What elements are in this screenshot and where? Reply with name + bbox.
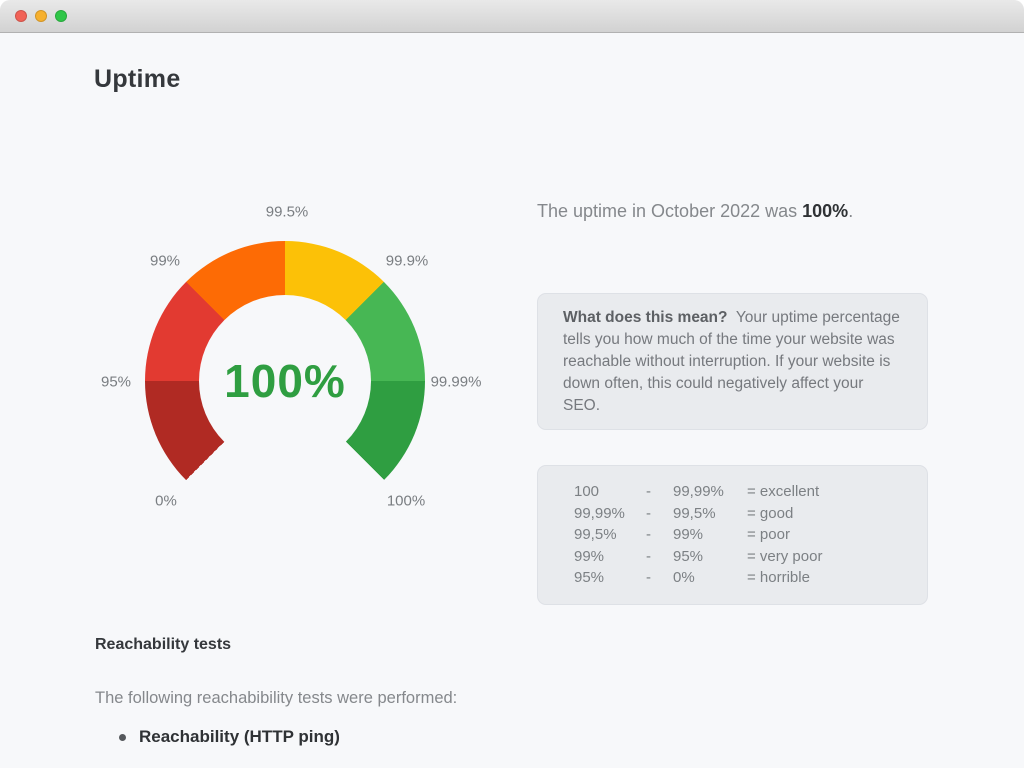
gauge-tick-label-95: 95% (100, 373, 132, 391)
uptime-summary-sentence: The uptime in October 2022 was 100%. (537, 199, 937, 223)
gauge-tick-label-99-5: 99.5% (265, 203, 309, 221)
gauge-center-value: 100% (224, 355, 346, 407)
explanation-body: Your uptime percentage tells you how muc… (563, 309, 900, 414)
explanation-title: What does this mean? (563, 309, 728, 326)
rating-label: = poor (747, 526, 790, 544)
rating-to: 0% (673, 569, 695, 587)
report-page: Uptime 100% 0% 95% 99% 99.5% 99.9% 99.99… (0, 33, 1024, 767)
close-button[interactable] (15, 10, 27, 22)
gauge-tick-label-99: 99% (149, 252, 181, 270)
explanation-panel: What does this mean? Your uptime percent… (537, 293, 928, 430)
rating-sep: - (646, 547, 651, 565)
gauge-hole (199, 295, 371, 467)
gauge-donut (145, 241, 425, 521)
zoom-button[interactable] (55, 10, 67, 22)
rating-from: 99,5% (574, 526, 617, 544)
rating-label: = good (747, 504, 794, 522)
minimize-button[interactable] (35, 10, 47, 22)
bullet-icon (119, 733, 126, 741)
rating-scale-table: 100 - 99,99% = excellent 99,99% - 99,5% … (574, 481, 909, 589)
rating-label: = very poor (747, 547, 823, 565)
window-titlebar (0, 0, 1024, 33)
rating-scale-panel: 100 - 99,99% = excellent 99,99% - 99,5% … (537, 465, 928, 605)
reachability-intro: The following reachabibility tests were … (95, 689, 458, 707)
reachability-heading: Reachability tests (95, 636, 232, 653)
rating-sep: - (646, 569, 651, 587)
rating-to: 99% (673, 526, 704, 544)
rating-sep: - (646, 504, 651, 522)
reachability-test-name: Reachability (HTTP ping) (139, 727, 340, 746)
rating-sep: - (646, 526, 651, 544)
reachability-list-item: Reachability (HTTP ping) (119, 727, 340, 747)
page-title: Uptime (94, 65, 181, 93)
gauge-tick-label-100: 100% (386, 492, 426, 510)
summary-value: 100% (802, 201, 849, 221)
summary-prefix: The uptime in October 2022 was (537, 201, 803, 221)
gauge-tick-label-0: 0% (155, 492, 177, 510)
rating-from: 95% (574, 569, 605, 587)
rating-from: 99,99% (574, 504, 625, 522)
rating-to: 99,99% (673, 483, 724, 500)
gauge-tick-label-99-9: 99.9% (385, 252, 429, 270)
rating-to: 99,5% (673, 504, 716, 522)
rating-from: 100 (574, 483, 600, 500)
rating-sep: - (646, 483, 651, 500)
rating-label: = excellent (747, 483, 820, 500)
gauge-tick-label-99-99: 99.99% (430, 373, 482, 391)
summary-suffix: . (848, 201, 854, 221)
rating-from: 99% (574, 547, 605, 565)
rating-to: 95% (673, 547, 704, 565)
rating-label: = horrible (747, 569, 810, 587)
